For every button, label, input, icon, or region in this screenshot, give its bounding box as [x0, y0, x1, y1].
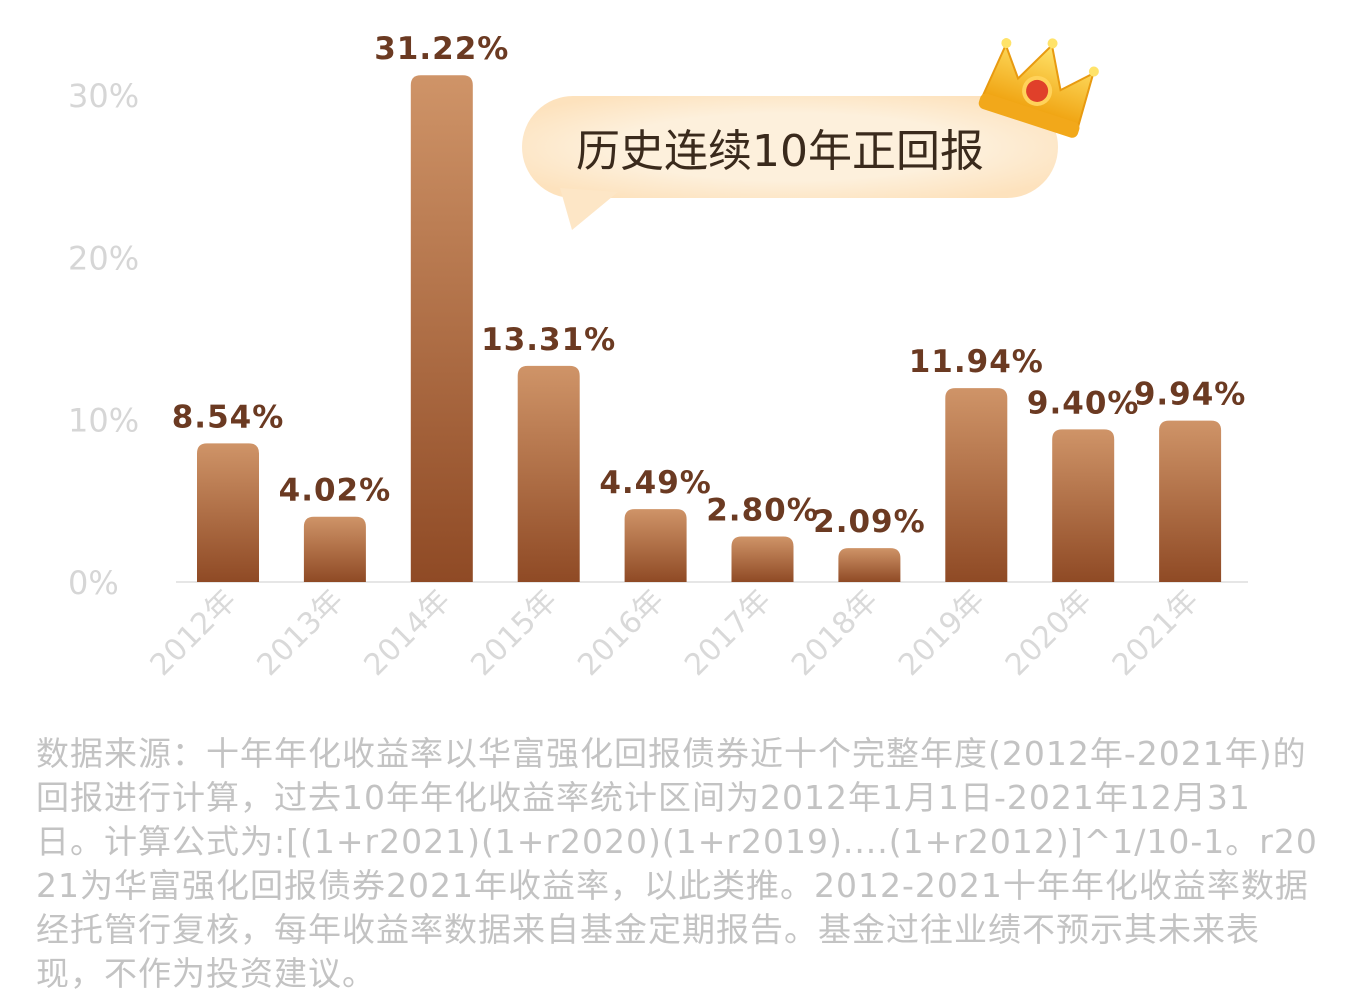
bar-value-label: 8.54% — [172, 399, 285, 435]
bar-value-label: 2.09% — [813, 504, 926, 540]
x-tick-label: 2014年 — [358, 583, 458, 683]
bar — [945, 388, 1008, 582]
x-tick-label: 2012年 — [144, 583, 244, 683]
y-axis: 0% 10% 20% 30% — [68, 77, 139, 602]
bar — [517, 365, 580, 582]
bar-value-label: 13.31% — [481, 322, 616, 358]
bar — [838, 548, 901, 582]
x-tick-label: 2015年 — [464, 583, 564, 683]
x-tick-label: 2016年 — [571, 583, 671, 683]
callout-bubble: 历史连续10年正回报 — [522, 96, 1058, 230]
y-tick-label: 0% — [68, 564, 119, 602]
bar — [303, 516, 366, 582]
x-axis: 2012年 2013年 2014年 2015年 2016年 2017年 2018年 2019年… — [144, 583, 1206, 683]
bar — [1159, 420, 1222, 582]
x-tick-label: 2021年 — [1106, 583, 1206, 683]
bar-value-label: 2.80% — [706, 493, 819, 529]
x-tick-label: 2019年 — [892, 583, 992, 683]
y-tick-label: 30% — [68, 77, 139, 115]
bars-group: 8.54% 4.02% 31.22% 13.31% 4.49%2.80%2.09% 11.… — [172, 31, 1247, 582]
bar — [1052, 429, 1115, 582]
bar — [731, 536, 794, 582]
bar-chart: 0%10%20%30% 8.54%4.02%31.22%13.31%4.49%2… — [68, 31, 1248, 683]
callout-text: 历史连续10年正回报 — [576, 126, 984, 177]
bar-value-label: 31.22% — [374, 31, 509, 67]
bar-value-label: 4.49% — [599, 465, 712, 501]
bar-value-label: 11.94% — [909, 344, 1044, 380]
crown-icon — [978, 38, 1099, 138]
x-tick-label: 2017年 — [678, 583, 778, 683]
bar — [410, 75, 473, 582]
y-tick-label: 10% — [68, 402, 139, 440]
x-tick-label: 2020年 — [999, 583, 1099, 683]
y-tick-label: 20% — [68, 239, 139, 277]
bar — [197, 443, 259, 582]
x-tick-label: 2018年 — [785, 583, 885, 683]
bar-value-label: 9.40% — [1027, 385, 1140, 421]
bar-value-label: 4.02% — [279, 473, 392, 509]
bar-value-label: 9.94% — [1134, 377, 1247, 413]
bar — [624, 509, 687, 582]
x-tick-label: 2013年 — [251, 583, 351, 683]
footnote: 数据来源：十年年化收益率以华富强化回报债券近十个完整年度(2012年-2021年… — [36, 734, 1318, 993]
